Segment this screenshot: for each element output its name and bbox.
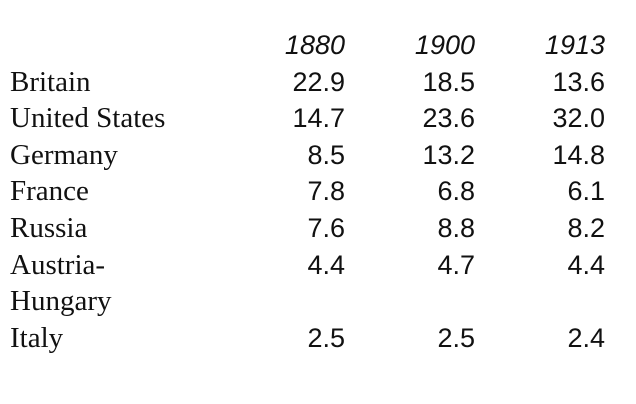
value-cell: 14.8 — [552, 139, 605, 170]
row-label-cell: Germany — [10, 137, 250, 174]
value-cell: 6.8 — [437, 176, 475, 207]
value-cell: 4.4 — [567, 249, 605, 280]
row-label: Germany — [10, 138, 118, 171]
value-cell: 18.5 — [422, 66, 475, 97]
value-cell: 2.4 — [567, 322, 605, 353]
row-label: Britain — [10, 65, 91, 98]
table-row: Austria-Hungary 4.4 4.7 4.4 — [10, 247, 605, 320]
row-label: Austria-Hungary — [10, 248, 112, 318]
value-cell: 13.2 — [422, 139, 475, 170]
row-label-cell: Britain — [10, 64, 250, 101]
row-label: France — [10, 175, 89, 208]
value-cell: 2.5 — [307, 322, 345, 353]
row-label-cell: Italy — [10, 320, 250, 357]
value-cell: 32.0 — [552, 103, 605, 134]
row-label: United States — [10, 102, 166, 135]
data-table: 1880 1900 1913 Britain 22.9 18.5 13.6 United S… — [10, 27, 605, 356]
table-row: United States 14.7 23.6 32.0 — [10, 100, 605, 137]
value-cell: 23.6 — [422, 103, 475, 134]
value-cell: 22.9 — [292, 66, 345, 97]
column-header: 1913 — [544, 30, 605, 60]
value-cell: 4.4 — [307, 249, 345, 280]
row-label-cell: Austria-Hungary — [10, 247, 250, 320]
value-cell: 14.7 — [292, 103, 345, 134]
value-cell: 7.6 — [307, 212, 345, 243]
table-body: Britain 22.9 18.5 13.6 United States 14.7 23.6… — [10, 64, 605, 357]
value-cell: 8.8 — [437, 212, 475, 243]
value-cell: 7.8 — [307, 176, 345, 207]
value-cell: 8.2 — [567, 212, 605, 243]
table-row: Britain 22.9 18.5 13.6 — [10, 64, 605, 101]
header-row: 1880 1900 1913 — [10, 27, 605, 64]
value-cell: 13.6 — [552, 66, 605, 97]
row-label: Italy — [10, 321, 64, 354]
table-row: Germany 8.5 13.2 14.8 — [10, 137, 605, 174]
value-cell: 6.1 — [567, 176, 605, 207]
row-label-cell: France — [10, 173, 250, 210]
corner — [10, 27, 250, 64]
row-label-cell: Russia — [10, 210, 250, 247]
table-row: Italy 2.5 2.5 2.4 — [10, 320, 605, 357]
column-header: 1880 — [284, 30, 345, 60]
column-header: 1900 — [414, 30, 475, 60]
value-cell: 8.5 — [307, 139, 345, 170]
row-label: Russia — [10, 211, 88, 244]
table-row: France 7.8 6.8 6.1 — [10, 173, 605, 210]
row-label-cell: United States — [10, 100, 250, 137]
table-row: Russia 7.6 8.8 8.2 — [10, 210, 605, 247]
value-cell: 4.7 — [437, 249, 475, 280]
value-cell: 2.5 — [437, 322, 475, 353]
